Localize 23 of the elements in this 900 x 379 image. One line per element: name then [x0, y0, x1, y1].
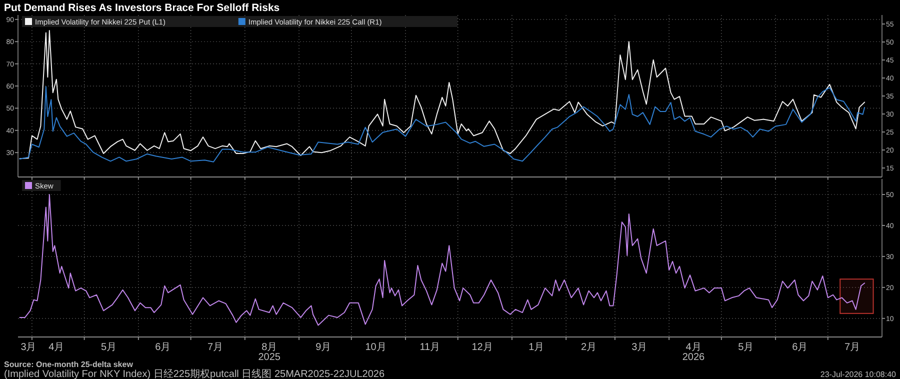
line-series [19, 30, 866, 160]
x-tick-label: 1月 [528, 342, 544, 353]
x-tick-label: 6月 [155, 342, 171, 353]
text: 23-Jul-2026 10:08:40 [820, 370, 897, 379]
chart-title: Put Demand Rises As Investors Brace For Selloff Risks [4, 2, 280, 14]
x-tick-label: 5月 [100, 342, 117, 353]
x-tick-label: 12月 [472, 342, 493, 353]
x-tick-label: 3月 [632, 342, 648, 353]
text: (Implied Volatility For NKY Index) 日经225期权putcall 日线图 25MAR2025-22JUL2026 [4, 368, 385, 379]
x-tick-label: 9月 [316, 342, 332, 353]
x-tick-label: 11月 [420, 342, 440, 353]
x-tick-label: 2月 [580, 342, 597, 353]
line-series [19, 86, 866, 162]
x-tick-label: 3月 [20, 342, 36, 353]
x-tick-label: 10月 [365, 342, 386, 353]
source-note: Source: One-month 25-delta skew [4, 360, 134, 369]
x-tick-label: 8月 2025 [258, 342, 281, 363]
x-tick-label: 5月 [738, 342, 754, 353]
x-tick-label: 4月 [48, 342, 64, 353]
x-tick-label: 7月 [207, 342, 224, 353]
x-tick-label: 4月 2026 [682, 342, 706, 363]
x-tick-label: 6月 [792, 342, 808, 353]
x-tick-label: 7月 [844, 342, 860, 353]
